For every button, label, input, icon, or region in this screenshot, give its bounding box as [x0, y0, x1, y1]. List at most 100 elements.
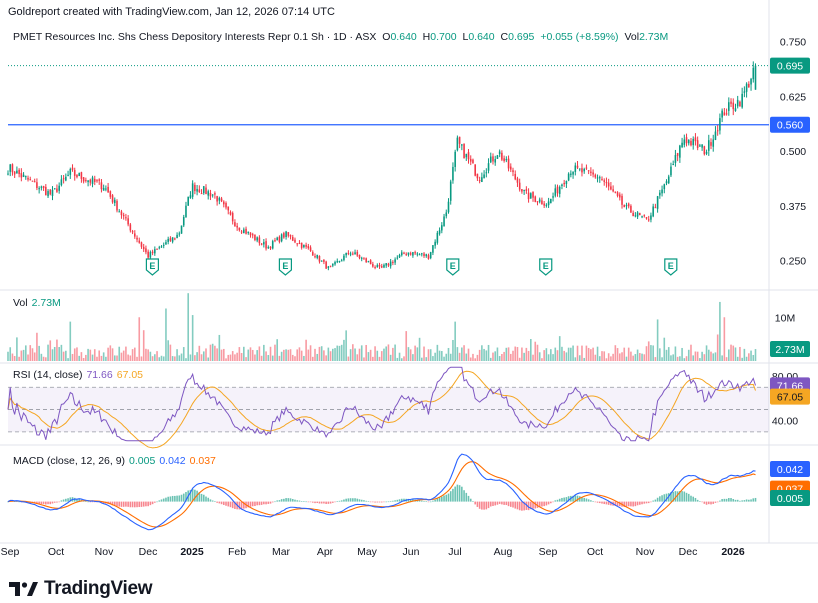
macd-histogram-bar: [581, 497, 583, 502]
volume-bar: [222, 348, 225, 361]
macd-histogram-bar: [222, 501, 225, 505]
volume-bar: [745, 356, 748, 361]
volume-bar: [625, 356, 628, 361]
candle-body: [65, 176, 67, 181]
macd-histogram-bar: [699, 501, 701, 502]
volume-bar: [18, 356, 20, 361]
volume-bar: [196, 352, 198, 361]
volume-bar: [216, 348, 218, 361]
candle-body: [534, 196, 537, 202]
volume-pane[interactable]: [7, 293, 757, 361]
macd-histogram-bar: [545, 501, 548, 506]
macd-histogram-bar: [447, 493, 450, 502]
volume-bar: [247, 349, 250, 361]
macd-histogram-bar: [118, 501, 121, 507]
candle-body: [267, 247, 270, 249]
macd-line: [7, 453, 756, 531]
macd-pane[interactable]: [7, 453, 757, 531]
macd-histogram-bar: [62, 499, 65, 502]
macd-histogram-bar: [563, 497, 565, 502]
rsi-pane[interactable]: [7, 366, 769, 449]
volume-bar: [234, 354, 236, 361]
macd-histogram-bar: [374, 501, 376, 503]
macd-histogram-bar: [247, 501, 250, 508]
candle-body: [356, 251, 359, 256]
candle-body: [365, 258, 367, 262]
candle-body: [194, 184, 196, 192]
macd-histogram-bar: [182, 493, 185, 502]
macd-histogram-bar: [441, 496, 443, 502]
volume-bar: [554, 347, 557, 361]
macd-histogram-bar: [176, 495, 178, 502]
macd-histogram-bar: [200, 493, 203, 502]
macd-histogram-bar: [305, 501, 307, 503]
volume-bar: [111, 348, 114, 361]
price-tick-3: 0.375: [780, 201, 806, 213]
macd-histogram-bar: [485, 501, 488, 510]
volume-bar: [332, 348, 334, 361]
volume-bar: [696, 351, 699, 361]
candle-body: [296, 243, 299, 245]
volume-bar: [280, 351, 283, 361]
volume-bar: [748, 353, 750, 361]
candle-body: [42, 186, 45, 189]
volume-bar: [530, 339, 532, 361]
candle-body: [745, 83, 748, 92]
macd-histogram-bar: [189, 489, 192, 502]
candle-body: [730, 101, 732, 104]
macd-histogram-bar: [734, 499, 737, 502]
macd-histogram-bar: [681, 491, 683, 502]
macd-histogram-bar: [263, 501, 265, 505]
macd-histogram-bar: [472, 501, 474, 502]
macd-histogram-bar: [501, 501, 503, 505]
volume-bar: [634, 354, 637, 361]
volume-bar: [396, 357, 399, 361]
candle-body: [89, 179, 92, 183]
candle-body: [501, 152, 503, 160]
volume-legend: Vol 2.73M: [13, 297, 61, 309]
chart-canvas[interactable]: E E E E E 0.750 0.625 0.500 0.375 0.250 0.560 0.69…: [0, 0, 818, 575]
volume-bar: [607, 353, 610, 361]
candle-body: [714, 131, 717, 140]
volume-bar: [672, 354, 674, 361]
volume-bar: [563, 350, 565, 361]
macd-histogram-bar: [425, 501, 428, 502]
volume-bar: [545, 348, 548, 361]
volume-bar: [178, 355, 181, 361]
candle-body: [240, 231, 243, 233]
candle-body: [636, 212, 639, 217]
candle-body: [650, 215, 652, 220]
volume-bar: [49, 340, 52, 361]
volume-bar: [320, 346, 323, 361]
candle-body: [147, 251, 149, 258]
rsi-pane-label[interactable]: RSI (14, close): [13, 369, 83, 381]
candle-body: [82, 177, 85, 182]
candle-body: [518, 182, 521, 190]
volume-bar: [76, 347, 78, 361]
volume-bar: [151, 356, 154, 361]
volume-bar: [612, 353, 614, 361]
volume-pane-label[interactable]: Vol: [13, 297, 28, 309]
volume-bar: [211, 343, 214, 361]
macd-histogram-bar: [561, 497, 563, 502]
macd-pane-label[interactable]: MACD (close, 12, 26, 9): [13, 455, 126, 467]
candle-body: [22, 174, 25, 178]
volume-bar: [149, 351, 152, 361]
candle-body: [516, 178, 519, 183]
macd-histogram-bar: [618, 501, 621, 507]
macd-histogram-bar: [601, 501, 603, 504]
volume-bar: [87, 348, 89, 361]
volume-bar: [429, 349, 432, 361]
volume-bar: [732, 345, 735, 361]
macd-histogram-bar: [456, 484, 459, 502]
volume-bar: [665, 349, 668, 361]
candle-body: [512, 170, 514, 173]
volume-bar: [398, 352, 401, 361]
macd-histogram-bar: [56, 501, 58, 503]
candle-body: [550, 198, 552, 204]
macd-histogram-bar: [750, 499, 752, 502]
candle-body: [327, 266, 330, 268]
symbol-title[interactable]: PMET Resources Inc. Shs Chess Depository…: [13, 31, 377, 43]
macd-histogram-bar: [67, 498, 69, 502]
